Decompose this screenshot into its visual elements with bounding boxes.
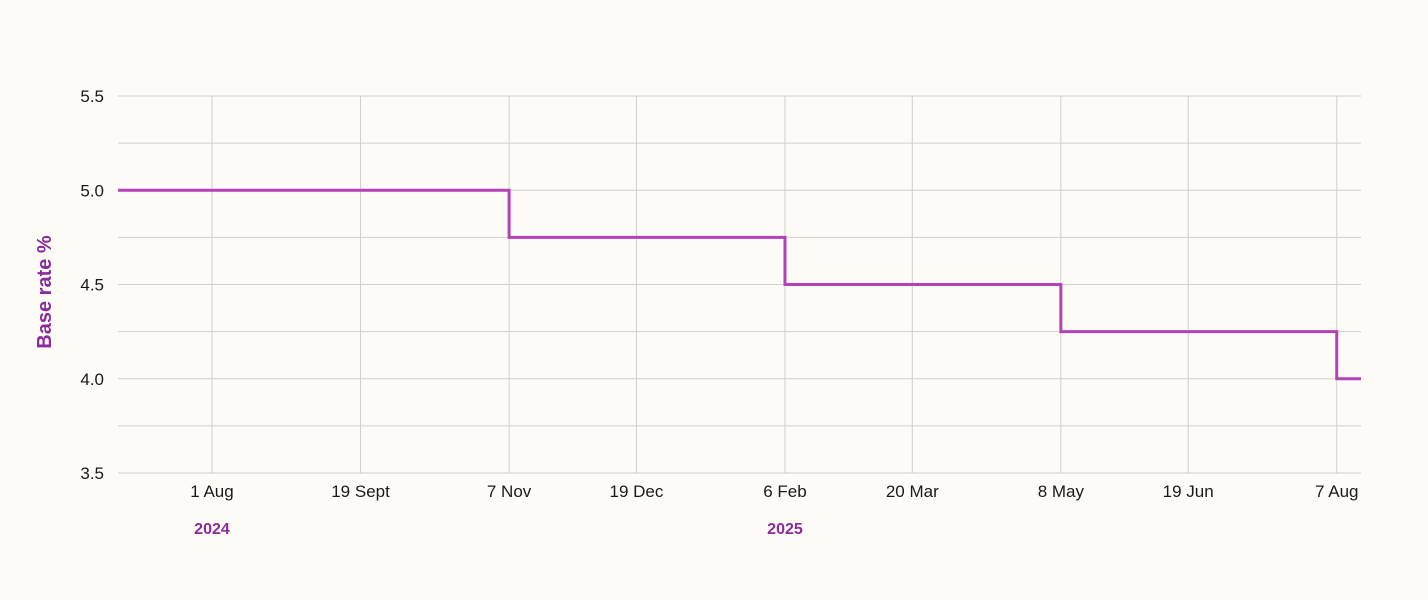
x-tick-label: 6 Feb: [763, 482, 806, 501]
y-tick-label: 3.5: [80, 464, 104, 483]
x-axis-ticks: 1 Aug 19 Sept 7 Nov 19 Dec 6 Feb 20 Mar 8 May 1…: [190, 482, 1358, 501]
series-line: [118, 188, 1361, 381]
x-tick-label: 1 Aug: [190, 482, 234, 501]
y-tick-label: 4.0: [80, 370, 104, 389]
y-axis-ticks: 5.5 5.0 4.5 4.0 3.5: [80, 87, 104, 483]
y-axis-label: Base rate %: [34, 235, 56, 349]
x-tick-label: 20 Mar: [886, 482, 939, 501]
x-tick-label: 19 Sept: [331, 482, 390, 501]
x-tick-label: 19 Jun: [1163, 482, 1214, 501]
x-tick-label: 7 Aug: [1315, 482, 1359, 501]
x-tick-label: 8 May: [1038, 482, 1085, 501]
year-labels: 2024 2025: [194, 521, 803, 538]
series: [118, 188, 1361, 381]
grid: [118, 95, 1361, 474]
x-tick-label: 7 Nov: [487, 482, 532, 501]
y-tick-label: 5.0: [80, 181, 104, 200]
year-label: 2024: [194, 521, 230, 538]
y-tick-label: 5.5: [80, 87, 104, 106]
year-label: 2025: [767, 521, 803, 538]
y-tick-label: 4.5: [80, 276, 104, 295]
x-tick-label: 19 Dec: [609, 482, 663, 501]
